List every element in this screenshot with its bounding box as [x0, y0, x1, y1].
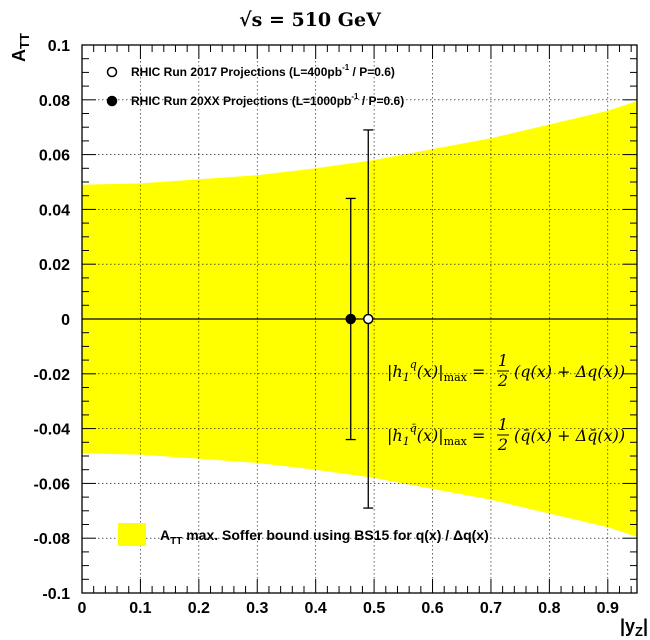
data-points [345, 129, 374, 509]
formula-quark: |h1q(x)|max = 1 2 (q(x) + Δq(x)) [387, 351, 625, 390]
x-tick-label: 0 [78, 600, 87, 617]
legend-swatch-band [118, 523, 146, 546]
x-tick-label: 0.8 [538, 600, 560, 617]
y-tick-label: -0.02 [34, 367, 71, 384]
y-tick-labels: -0.1 -0.08 -0.06 -0.04 -0.02 0 0.02 0.04 0.06 0.0… [34, 38, 71, 603]
legend-marker-open-circle [106, 66, 118, 78]
legend-label-run20xx: RHIC Run 20XX Projections (L=1000pb-1 / … [131, 92, 404, 108]
formula-antiquark-lhs: |h1q̄(x)|max = [387, 422, 485, 448]
formula-antiquark-rhs: (q̄(x) + Δq̄(x)) [514, 426, 625, 445]
data-point-series-1 [345, 197, 356, 441]
y-tick-label: 0.1 [48, 38, 70, 55]
legend-marker-filled-circle [106, 95, 118, 107]
filled-circle-marker [345, 313, 356, 325]
data-point-series-0 [363, 129, 374, 509]
legend-label-run2017: RHIC Run 2017 Projections (L=400pb-1 / P… [131, 63, 395, 79]
formula-annotations: |h1q(x)|max = 1 2 (q(x) + Δq(x)) |h1q̄(x… [387, 351, 625, 454]
y-tick-label: -0.08 [34, 531, 71, 548]
formula-quark-num: 1 [498, 351, 508, 370]
x-tick-label: 0.7 [480, 600, 502, 617]
x-tick-labels: 0 0.1 0.2 0.3 0.4 0.5 0.6 0.7 0.8 0.9 [78, 600, 619, 617]
open-circle-marker [363, 313, 374, 325]
y-tick-label: 0.08 [39, 93, 70, 110]
legend-item-run20xx: RHIC Run 20XX Projections (L=1000pb-1 / … [106, 92, 404, 108]
x-tick-label: 0.5 [363, 600, 385, 617]
y-tick-label: -0.1 [42, 586, 70, 603]
formula-quark-den: 2 [497, 371, 508, 390]
x-tick-label: 0.4 [305, 600, 327, 617]
legend: RHIC Run 2017 Projections (L=400pb-1 / P… [106, 63, 489, 547]
formula-antiquark-num: 1 [498, 415, 508, 434]
legend-item-run2017: RHIC Run 2017 Projections (L=400pb-1 / P… [106, 63, 395, 79]
y-tick-label: 0.04 [39, 202, 70, 219]
chart-title: √s = 510 GeV [239, 9, 382, 31]
grid [82, 45, 637, 593]
formula-quark-rhs: (q(x) + Δq(x)) [514, 362, 625, 381]
x-tick-label: 0.2 [188, 600, 210, 617]
y-tick-label: -0.04 [34, 422, 71, 439]
y-axis-title-text: ATT [9, 33, 32, 62]
formula-quark-lhs: |h1q(x)|max = [387, 358, 485, 384]
y-tick-label: 0.02 [39, 257, 70, 274]
x-tick-label: 0.3 [246, 600, 268, 617]
formula-antiquark-den: 2 [497, 435, 508, 454]
x-tick-label: 0.6 [421, 600, 443, 617]
legend-item-band: ATT max. Soffer bound using BS15 for q(x… [118, 523, 489, 547]
y-tick-label: 0.06 [39, 148, 70, 165]
x-tick-label: 0.9 [597, 600, 619, 617]
x-axis-title: |yZ| [620, 616, 648, 639]
y-tick-label: 0 [61, 312, 70, 329]
chart-title-text: √s = 510 GeV [239, 9, 382, 31]
y-axis-title: ATT [9, 33, 32, 62]
y-tick-label: -0.06 [34, 476, 71, 493]
x-axis-title-text: |yZ| [620, 616, 648, 639]
x-tick-label: 0.1 [129, 600, 151, 617]
legend-label-band: ATT max. Soffer bound using BS15 for q(x… [160, 527, 489, 547]
axis-ticks [81, 44, 637, 594]
